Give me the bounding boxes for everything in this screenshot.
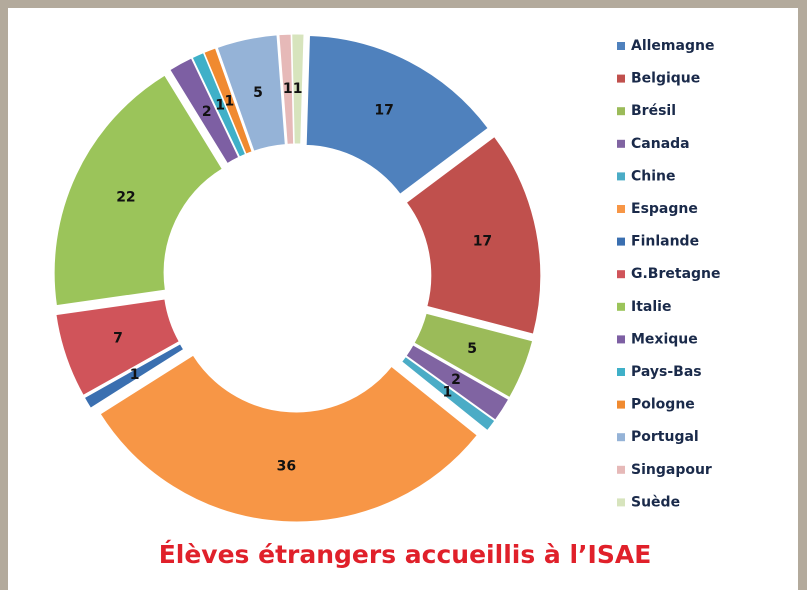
donut-slice — [203, 47, 253, 155]
legend-label: Mexique — [631, 331, 698, 347]
data-label: 17 — [374, 102, 393, 118]
data-label: 17 — [473, 233, 492, 249]
data-label: 1 — [293, 81, 303, 97]
donut-slice — [55, 298, 180, 397]
legend-label: Allemagne — [631, 38, 714, 54]
legend-swatch — [617, 433, 625, 442]
legend-label: Suède — [631, 494, 680, 510]
legend-swatch — [617, 335, 625, 344]
legend-label: Italie — [631, 299, 671, 315]
legend-swatch — [617, 237, 625, 246]
legend-label: Portugal — [631, 429, 699, 445]
donut-slice — [216, 34, 286, 152]
donut-slice — [83, 343, 185, 409]
donut-slice — [400, 355, 496, 432]
chart-title: Élèves étrangers accueillis à l’ISAE — [159, 540, 652, 569]
legend-swatch — [617, 498, 625, 507]
donut-slice — [278, 33, 295, 145]
donut-slice — [305, 34, 489, 195]
data-label: 1 — [215, 97, 225, 113]
data-label: 5 — [467, 341, 477, 357]
donut-slice — [169, 57, 240, 165]
legend-label: Canada — [631, 136, 690, 152]
legend-swatch — [617, 302, 625, 311]
legend-swatch — [617, 139, 625, 148]
legend-swatch — [617, 74, 625, 83]
data-label: 22 — [116, 190, 135, 206]
legend-swatch — [617, 107, 625, 116]
data-label: 1 — [283, 81, 293, 97]
legend-label: Pologne — [631, 397, 695, 413]
frame-left — [0, 0, 8, 590]
legend-swatch — [617, 400, 625, 409]
donut-slice — [405, 344, 510, 421]
data-label: 1 — [130, 367, 140, 383]
legend-swatch — [617, 42, 625, 50]
data-label: 5 — [253, 85, 263, 101]
legend-swatch — [617, 465, 625, 474]
legend-label: G.Bretagne — [631, 266, 721, 282]
legend-label: Belgique — [631, 71, 700, 87]
legend-label: Brésil — [631, 103, 676, 119]
legend-label: Pays-Bas — [631, 364, 702, 380]
frame-right — [798, 8, 807, 590]
data-label: 36 — [277, 459, 296, 475]
data-label: 7 — [113, 331, 123, 347]
donut-slice — [191, 52, 247, 158]
donut-slice — [413, 312, 534, 399]
donut-slice — [291, 33, 305, 145]
data-label: 1 — [224, 94, 234, 110]
legend-label: Chine — [631, 168, 676, 184]
data-label: 2 — [202, 104, 212, 120]
legend-swatch — [617, 205, 625, 213]
legend-swatch — [617, 368, 625, 376]
donut-slice — [99, 354, 478, 523]
legend-swatch — [617, 270, 625, 279]
legend-label: Singapour — [631, 462, 712, 478]
data-label: 2 — [451, 372, 461, 388]
data-label: 1 — [443, 384, 453, 400]
frame-top — [0, 0, 807, 8]
donut-slice — [405, 135, 542, 335]
legend-swatch — [617, 172, 625, 181]
legend-label: Espagne — [631, 201, 698, 217]
legend-label: Finlande — [631, 234, 699, 250]
donut-slice — [53, 74, 223, 307]
